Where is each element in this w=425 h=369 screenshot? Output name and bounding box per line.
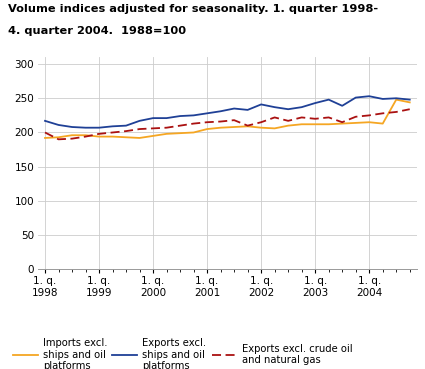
Exports excl. crude oil
and natural gas (42, 130, 48, 135)
Imports excl.
ships and oil
platforms (164, 132, 169, 136)
Imports excl.
ships and oil
platforms (340, 121, 345, 126)
Exports excl. crude oil
and natural gas (56, 137, 61, 142)
Exports excl.
ships and oil
platforms (299, 105, 304, 109)
Exports excl.
ships and oil
platforms (407, 97, 412, 102)
Exports excl.
ships and oil
platforms (124, 123, 129, 128)
Exports excl.
ships and oil
platforms (218, 109, 223, 114)
Text: 4. quarter 2004.  1988=100: 4. quarter 2004. 1988=100 (8, 26, 187, 36)
Exports excl. crude oil
and natural gas (137, 127, 142, 131)
Exports excl.
ships and oil
platforms (110, 124, 115, 128)
Imports excl.
ships and oil
platforms (394, 97, 399, 102)
Imports excl.
ships and oil
platforms (96, 134, 102, 139)
Exports excl. crude oil
and natural gas (218, 119, 223, 124)
Exports excl. crude oil
and natural gas (313, 117, 318, 121)
Imports excl.
ships and oil
platforms (245, 124, 250, 128)
Exports excl. crude oil
and natural gas (407, 107, 412, 111)
Exports excl.
ships and oil
platforms (178, 114, 183, 118)
Exports excl.
ships and oil
platforms (42, 118, 48, 123)
Imports excl.
ships and oil
platforms (56, 135, 61, 139)
Exports excl.
ships and oil
platforms (164, 116, 169, 120)
Imports excl.
ships and oil
platforms (367, 120, 372, 124)
Imports excl.
ships and oil
platforms (232, 125, 237, 129)
Exports excl. crude oil
and natural gas (96, 132, 102, 136)
Legend: Imports excl.
ships and oil
platforms, Exports excl.
ships and oil
platforms, Ex: Imports excl. ships and oil platforms, E… (13, 338, 352, 369)
Exports excl.
ships and oil
platforms (272, 105, 277, 109)
Exports excl.
ships and oil
platforms (150, 116, 156, 120)
Exports excl.
ships and oil
platforms (204, 111, 210, 115)
Imports excl.
ships and oil
platforms (313, 122, 318, 127)
Exports excl. crude oil
and natural gas (380, 111, 385, 115)
Exports excl. crude oil
and natural gas (258, 120, 264, 124)
Exports excl. crude oil
and natural gas (286, 118, 291, 123)
Exports excl.
ships and oil
platforms (137, 118, 142, 123)
Exports excl.
ships and oil
platforms (340, 104, 345, 108)
Exports excl. crude oil
and natural gas (245, 123, 250, 128)
Imports excl.
ships and oil
platforms (407, 100, 412, 104)
Exports excl.
ships and oil
platforms (313, 101, 318, 105)
Imports excl.
ships and oil
platforms (42, 136, 48, 140)
Exports excl. crude oil
and natural gas (326, 115, 331, 120)
Exports excl.
ships and oil
platforms (326, 97, 331, 102)
Imports excl.
ships and oil
platforms (191, 130, 196, 135)
Exports excl.
ships and oil
platforms (96, 125, 102, 130)
Exports excl.
ships and oil
platforms (191, 113, 196, 118)
Exports excl. crude oil
and natural gas (83, 134, 88, 139)
Imports excl.
ships and oil
platforms (218, 125, 223, 130)
Exports excl.
ships and oil
platforms (258, 102, 264, 107)
Imports excl.
ships and oil
platforms (124, 135, 129, 139)
Exports excl. crude oil
and natural gas (204, 120, 210, 124)
Exports excl. crude oil
and natural gas (164, 125, 169, 130)
Exports excl. crude oil
and natural gas (150, 126, 156, 131)
Exports excl.
ships and oil
platforms (83, 125, 88, 130)
Exports excl. crude oil
and natural gas (367, 113, 372, 118)
Exports excl. crude oil
and natural gas (299, 115, 304, 120)
Exports excl.
ships and oil
platforms (245, 108, 250, 112)
Imports excl.
ships and oil
platforms (258, 125, 264, 130)
Exports excl. crude oil
and natural gas (340, 120, 345, 124)
Imports excl.
ships and oil
platforms (110, 134, 115, 139)
Imports excl.
ships and oil
platforms (137, 136, 142, 140)
Imports excl.
ships and oil
platforms (353, 121, 358, 125)
Exports excl. crude oil
and natural gas (394, 110, 399, 114)
Exports excl. crude oil
and natural gas (124, 129, 129, 133)
Imports excl.
ships and oil
platforms (380, 121, 385, 126)
Exports excl.
ships and oil
platforms (232, 106, 237, 111)
Imports excl.
ships and oil
platforms (83, 133, 88, 137)
Exports excl. crude oil
and natural gas (232, 118, 237, 123)
Exports excl. crude oil
and natural gas (353, 114, 358, 119)
Imports excl.
ships and oil
platforms (299, 122, 304, 127)
Exports excl.
ships and oil
platforms (69, 125, 74, 129)
Exports excl. crude oil
and natural gas (178, 123, 183, 128)
Exports excl. crude oil
and natural gas (110, 130, 115, 135)
Exports excl. crude oil
and natural gas (69, 137, 74, 141)
Imports excl.
ships and oil
platforms (178, 131, 183, 135)
Exports excl. crude oil
and natural gas (191, 121, 196, 126)
Exports excl.
ships and oil
platforms (394, 96, 399, 100)
Exports excl.
ships and oil
platforms (367, 94, 372, 99)
Line: Imports excl.
ships and oil
platforms: Imports excl. ships and oil platforms (45, 100, 410, 138)
Imports excl.
ships and oil
platforms (272, 126, 277, 131)
Imports excl.
ships and oil
platforms (326, 122, 331, 127)
Exports excl. crude oil
and natural gas (272, 115, 277, 120)
Imports excl.
ships and oil
platforms (286, 123, 291, 128)
Exports excl.
ships and oil
platforms (380, 97, 385, 101)
Line: Exports excl.
ships and oil
platforms: Exports excl. ships and oil platforms (45, 96, 410, 128)
Exports excl.
ships and oil
platforms (286, 107, 291, 111)
Line: Exports excl. crude oil
and natural gas: Exports excl. crude oil and natural gas (45, 109, 410, 139)
Exports excl.
ships and oil
platforms (353, 95, 358, 100)
Exports excl.
ships and oil
platforms (56, 123, 61, 127)
Imports excl.
ships and oil
platforms (150, 134, 156, 138)
Text: Volume indices adjusted for seasonality. 1. quarter 1998-: Volume indices adjusted for seasonality.… (8, 4, 379, 14)
Imports excl.
ships and oil
platforms (69, 133, 74, 137)
Imports excl.
ships and oil
platforms (204, 127, 210, 131)
